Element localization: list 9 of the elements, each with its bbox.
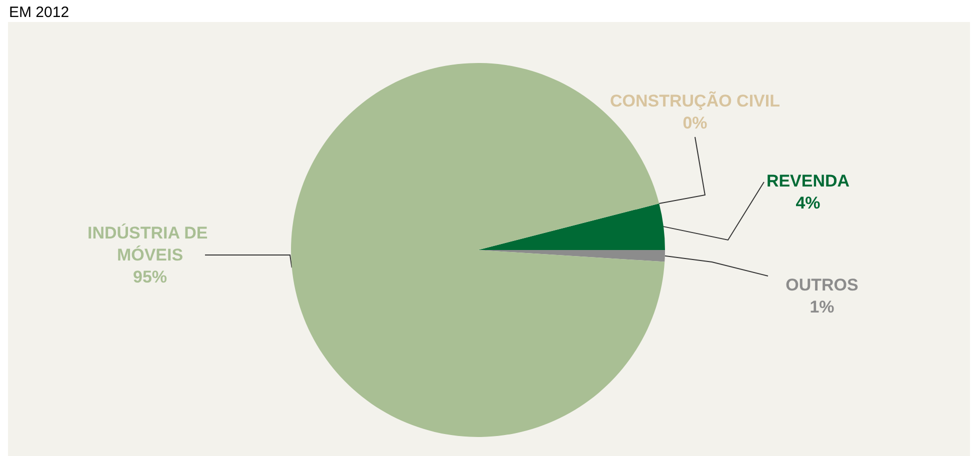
data-label: 95% [132,268,168,286]
data-label: 4% [796,194,820,212]
category-label: CONSTRUÇÃO CIVIL [610,92,780,110]
slice-label: INDÚSTRIA DE MÓVEIS [88,222,212,264]
text: 0% [682,114,708,132]
data-label: 1% [810,298,834,316]
chart-title: EM 2012 [9,4,70,21]
slice-label: REVENDA [766,172,850,190]
slice-label: OUTROS [786,276,858,294]
